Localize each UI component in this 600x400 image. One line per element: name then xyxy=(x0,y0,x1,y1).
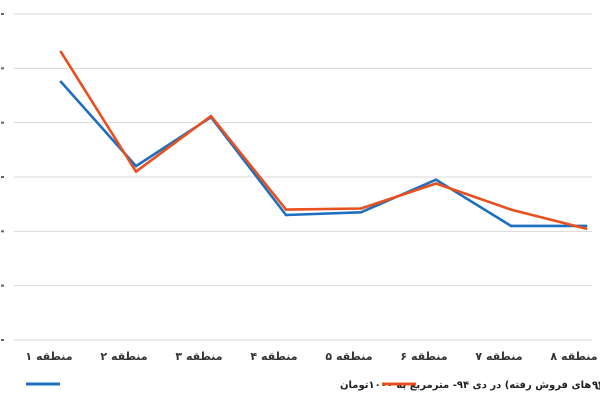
data-point xyxy=(434,178,438,182)
grid-lines xyxy=(14,13,592,341)
legend-label-1: میانگین قیمت قطعی (آپارتمان های فروش رفت… xyxy=(340,378,600,391)
series-line-2 xyxy=(59,50,588,230)
legend: میانگین قیمت قطعی (آپارتمان های فروش رفت… xyxy=(26,378,600,391)
data-point xyxy=(584,224,588,228)
x-tick-label: منطقه ۲ xyxy=(100,350,147,363)
y-tick-mark xyxy=(1,230,4,233)
x-tick-label: منطقه ۴ xyxy=(250,350,297,363)
x-tick-label: منطقه ۳ xyxy=(175,350,222,363)
x-tick-label: منطقه ۵ xyxy=(325,350,372,363)
x-axis-labels: منطقه ۱ منطقه ۲ منطقه ۳ منطقه ۴ منطقه ۵ منطقه… xyxy=(25,350,597,363)
y-tick-mark xyxy=(1,339,4,341)
x-tick-label: منطقه ۷ xyxy=(475,350,522,363)
data-point xyxy=(134,170,138,173)
y-tick-mark xyxy=(1,176,4,178)
data-point xyxy=(509,224,513,228)
data-point xyxy=(59,50,63,54)
x-tick-label: منطقه ۶ xyxy=(400,350,447,363)
y-tick-mark xyxy=(1,284,4,287)
data-point xyxy=(284,213,288,217)
data-point xyxy=(359,211,363,214)
legend-label-2: میانگین قیمت پیشنهادی آپارتمان ها در دی … xyxy=(592,378,600,391)
data-point xyxy=(209,114,213,118)
y-tick-mark xyxy=(1,13,4,15)
data-point xyxy=(284,208,288,211)
data-point xyxy=(584,227,588,230)
x-tick-label: منطقه ۱ xyxy=(25,350,72,363)
x-tick-label: منطقه ۸ xyxy=(550,350,597,363)
data-point xyxy=(509,208,513,211)
data-point xyxy=(59,80,63,84)
y-axis-ticks xyxy=(1,13,4,341)
data-point xyxy=(359,207,363,210)
data-point xyxy=(434,182,438,185)
series-line-1 xyxy=(59,80,588,228)
series-lines xyxy=(59,50,588,230)
y-tick-mark xyxy=(1,67,4,70)
data-point xyxy=(134,164,138,168)
y-tick-mark xyxy=(1,121,4,124)
